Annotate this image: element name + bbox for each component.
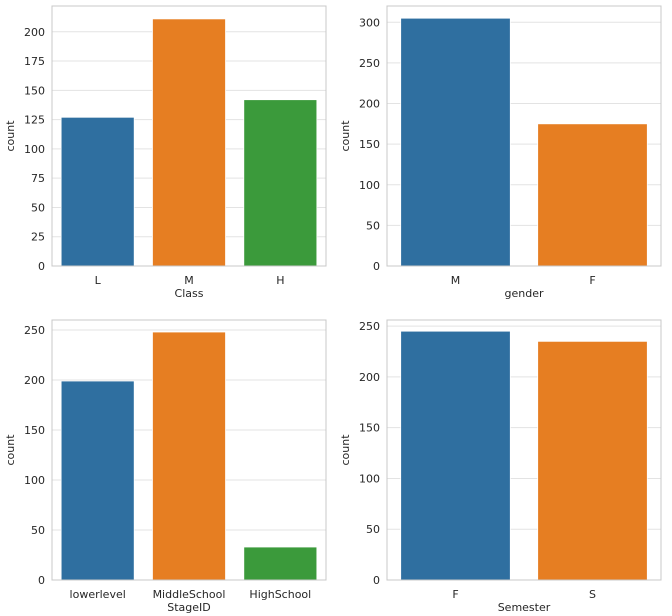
x-axis-label: Semester — [498, 601, 551, 614]
x-tick-label: lowerlevel — [70, 588, 126, 601]
bar-MiddleSchool — [152, 331, 226, 581]
y-tick-label: 0 — [38, 260, 45, 273]
y-tick-label: 150 — [359, 422, 380, 435]
bar-HighSchool — [243, 546, 318, 581]
y-tick-label: 125 — [24, 114, 45, 127]
y-tick-label: 200 — [359, 98, 380, 111]
bar-H — [243, 99, 318, 267]
y-axis-label: count — [339, 120, 352, 152]
bar-M — [152, 18, 226, 267]
y-tick-label: 150 — [24, 84, 45, 97]
y-tick-label: 50 — [31, 201, 45, 214]
y-tick-label: 50 — [31, 524, 45, 537]
bar-S — [537, 340, 648, 581]
y-tick-label: 200 — [359, 371, 380, 384]
x-tick-label: S — [589, 588, 596, 601]
y-tick-label: 100 — [359, 179, 380, 192]
chart-3: 0 50 100 150 200 250 lowerlevel MiddleSchool Hig… — [4, 319, 327, 614]
bar-L — [60, 116, 135, 267]
x-axis-label: Class — [175, 287, 204, 300]
bar-lowerlevel — [60, 380, 135, 581]
y-tick-label: 50 — [366, 219, 380, 232]
chart-4: 0 50 100 150 200 250 F S Semester count — [339, 319, 662, 614]
y-tick-label: 0 — [373, 260, 380, 273]
y-tick-label: 250 — [359, 57, 380, 70]
x-tick-label: M — [451, 274, 461, 287]
x-tick-label: L — [95, 274, 102, 287]
y-tick-label: 0 — [38, 574, 45, 587]
bar-M — [400, 17, 511, 267]
y-tick-label: 250 — [24, 324, 45, 337]
y-tick-label: 200 — [24, 26, 45, 39]
y-tick-label: 250 — [359, 320, 380, 333]
y-tick-label: 0 — [373, 574, 380, 587]
x-tick-label: H — [276, 274, 284, 287]
y-tick-label: 100 — [24, 143, 45, 156]
y-tick-label: 100 — [359, 472, 380, 485]
y-axis-label: count — [4, 120, 17, 152]
bar-F — [400, 330, 511, 581]
x-tick-label: M — [184, 274, 194, 287]
axes-frame — [386, 319, 662, 581]
y-tick-label: 25 — [31, 231, 45, 244]
x-axis-label: gender — [505, 287, 544, 300]
y-tick-label: 175 — [24, 55, 45, 68]
bar-F — [537, 123, 648, 267]
y-tick-label: 150 — [24, 424, 45, 437]
y-tick-label: 200 — [24, 374, 45, 387]
y-tick-label: 50 — [366, 523, 380, 536]
axes-frame — [51, 319, 327, 581]
y-tick-label: 300 — [359, 16, 380, 29]
y-axis-label: count — [4, 434, 17, 466]
axes-frame — [51, 5, 327, 267]
y-tick-label: 100 — [24, 474, 45, 487]
y-axis-label: count — [339, 434, 352, 466]
x-axis-label: StageID — [167, 601, 211, 614]
y-tick-label: 150 — [359, 138, 380, 151]
x-tick-label: F — [589, 274, 595, 287]
x-tick-label: HighSchool — [249, 588, 311, 601]
x-tick-label: F — [452, 588, 458, 601]
chart-1: 0 25 50 75 100 125 150 175 200 L M H Class count — [4, 5, 327, 300]
x-tick-label: MiddleSchool — [153, 588, 226, 601]
y-tick-label: 75 — [31, 172, 45, 185]
axes-frame — [386, 5, 662, 267]
